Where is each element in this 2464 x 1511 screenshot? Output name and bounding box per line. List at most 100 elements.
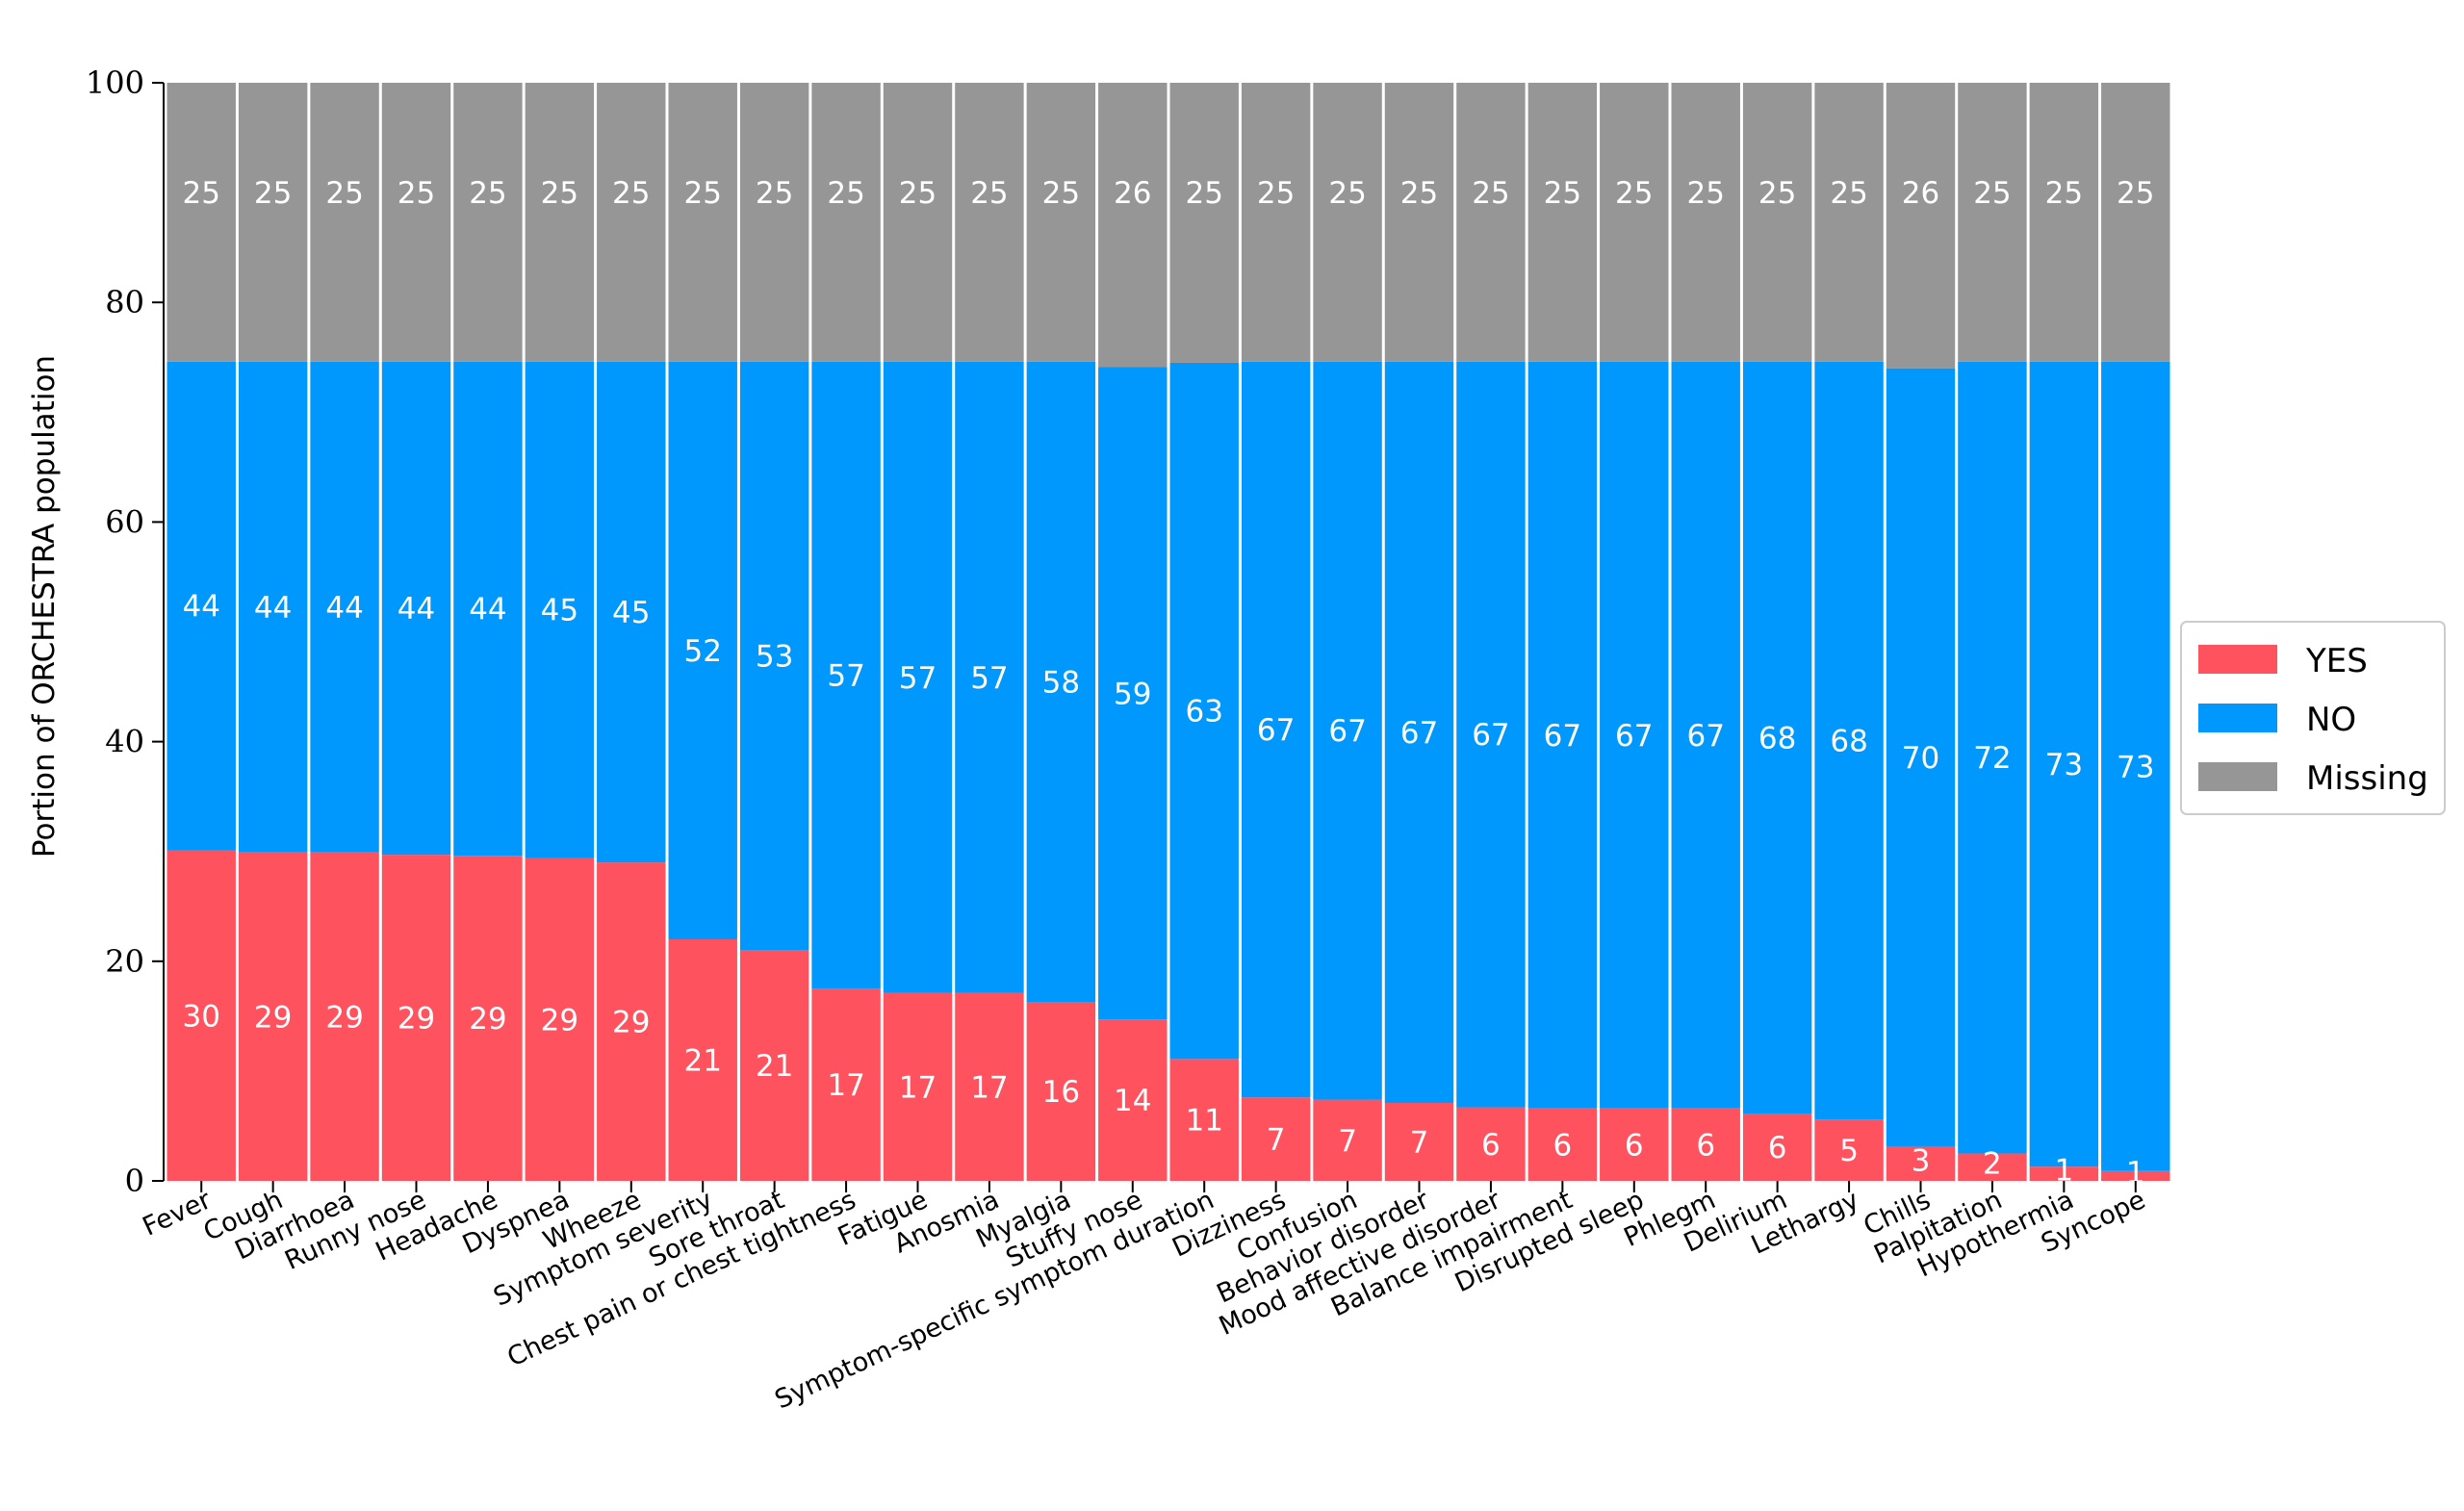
bar-missing-5 bbox=[525, 83, 595, 362]
bar-no-5 bbox=[525, 361, 595, 858]
data-label-yes-0: 30 bbox=[182, 999, 219, 1034]
data-label-yes-11: 17 bbox=[970, 1070, 1008, 1105]
bar-yes-5 bbox=[525, 858, 595, 1181]
bar-no-7 bbox=[668, 361, 737, 939]
bar-no-3 bbox=[381, 361, 451, 856]
legend-swatch-no bbox=[2198, 704, 2277, 732]
bar-no-9 bbox=[811, 361, 881, 989]
bar-yes-19 bbox=[1527, 1108, 1598, 1181]
bar-yes-0 bbox=[167, 850, 236, 1181]
bar-no-22 bbox=[1742, 361, 1812, 1114]
data-label-missing-21: 25 bbox=[1686, 176, 1724, 211]
data-label-no-15: 67 bbox=[1257, 713, 1295, 748]
data-label-yes-17: 7 bbox=[1410, 1125, 1429, 1160]
data-label-yes-12: 16 bbox=[1042, 1075, 1080, 1110]
bar-yes-11 bbox=[955, 992, 1024, 1181]
y-tick-label-20: 20 bbox=[105, 943, 144, 980]
data-label-yes-26: 1 bbox=[2054, 1154, 2073, 1189]
data-label-missing-7: 25 bbox=[683, 176, 721, 211]
data-label-missing-27: 25 bbox=[2117, 176, 2154, 211]
bar-missing-9 bbox=[811, 83, 881, 362]
data-label-no-24: 70 bbox=[1902, 741, 1939, 776]
data-label-no-23: 68 bbox=[1830, 724, 1867, 758]
data-label-yes-5: 29 bbox=[541, 1003, 578, 1037]
data-label-no-21: 67 bbox=[1686, 719, 1724, 754]
data-label-yes-16: 7 bbox=[1338, 1124, 1357, 1159]
bar-no-14 bbox=[1169, 362, 1239, 1060]
data-label-missing-12: 25 bbox=[1042, 176, 1080, 211]
data-label-yes-25: 2 bbox=[1983, 1147, 2002, 1182]
data-label-no-4: 44 bbox=[469, 593, 506, 627]
bar-no-4 bbox=[453, 361, 523, 857]
legend-swatch-missing bbox=[2198, 762, 2277, 791]
bar-yes-25 bbox=[1958, 1153, 2027, 1181]
bar-no-19 bbox=[1527, 361, 1598, 1109]
data-label-missing-9: 25 bbox=[827, 176, 864, 211]
bar-missing-27 bbox=[2101, 83, 2170, 362]
bar-yes-7 bbox=[668, 938, 737, 1181]
bar-yes-26 bbox=[2029, 1166, 2099, 1181]
bar-missing-17 bbox=[1384, 83, 1454, 362]
bar-no-18 bbox=[1456, 361, 1526, 1108]
bar-yes-13 bbox=[1098, 1019, 1168, 1181]
bar-missing-21 bbox=[1671, 83, 1740, 362]
bar-missing-14 bbox=[1169, 83, 1239, 363]
data-label-no-27: 73 bbox=[2117, 750, 2154, 784]
data-label-yes-8: 21 bbox=[756, 1049, 793, 1084]
data-label-missing-8: 25 bbox=[756, 176, 793, 211]
data-label-yes-10: 17 bbox=[899, 1070, 937, 1105]
bar-yes-24 bbox=[1886, 1146, 1956, 1181]
data-label-yes-14: 11 bbox=[1185, 1104, 1222, 1139]
data-label-missing-26: 25 bbox=[2045, 176, 2083, 211]
bar-missing-0 bbox=[167, 83, 236, 362]
data-label-yes-13: 14 bbox=[1114, 1084, 1151, 1118]
data-label-no-8: 53 bbox=[756, 640, 793, 675]
data-label-no-17: 67 bbox=[1400, 716, 1438, 751]
data-label-yes-19: 6 bbox=[1553, 1128, 1572, 1163]
bar-missing-15 bbox=[1241, 83, 1311, 362]
bar-missing-7 bbox=[668, 83, 737, 362]
data-label-yes-15: 7 bbox=[1267, 1123, 1286, 1158]
bar-missing-25 bbox=[1958, 83, 2027, 362]
data-label-yes-22: 6 bbox=[1768, 1131, 1787, 1165]
data-label-yes-7: 21 bbox=[683, 1043, 721, 1078]
data-label-yes-4: 29 bbox=[469, 1002, 506, 1037]
bar-missing-18 bbox=[1456, 83, 1526, 362]
data-label-missing-11: 25 bbox=[970, 176, 1008, 211]
legend-label-no: NO bbox=[2306, 701, 2356, 739]
data-label-no-20: 67 bbox=[1615, 719, 1653, 754]
bar-no-21 bbox=[1671, 361, 1740, 1109]
bar-no-26 bbox=[2029, 361, 2099, 1167]
data-label-no-19: 67 bbox=[1544, 719, 1581, 754]
data-label-no-3: 44 bbox=[398, 592, 435, 627]
data-label-yes-23: 5 bbox=[1839, 1134, 1859, 1168]
bar-yes-1 bbox=[238, 852, 308, 1181]
legend-label-missing: Missing bbox=[2306, 759, 2428, 798]
data-label-yes-24: 3 bbox=[1912, 1143, 1931, 1178]
bar-missing-2 bbox=[310, 83, 379, 362]
data-label-yes-27: 1 bbox=[2126, 1156, 2145, 1191]
bar-yes-18 bbox=[1456, 1107, 1526, 1181]
data-label-no-16: 67 bbox=[1328, 714, 1366, 749]
bars-group bbox=[167, 83, 2170, 1181]
data-label-yes-18: 6 bbox=[1481, 1128, 1501, 1163]
data-label-no-0: 44 bbox=[182, 590, 219, 625]
data-label-missing-13: 26 bbox=[1114, 176, 1151, 211]
bar-yes-14 bbox=[1169, 1059, 1239, 1181]
bar-no-10 bbox=[883, 361, 953, 993]
data-label-missing-3: 25 bbox=[398, 176, 435, 211]
bar-missing-22 bbox=[1742, 83, 1812, 362]
bar-no-17 bbox=[1384, 361, 1454, 1103]
data-label-missing-18: 25 bbox=[1472, 176, 1509, 211]
legend-label-yes: YES bbox=[2305, 642, 2368, 680]
data-label-yes-6: 29 bbox=[612, 1006, 650, 1040]
data-label-no-25: 72 bbox=[1973, 741, 2011, 776]
bar-missing-26 bbox=[2029, 83, 2099, 362]
bar-yes-8 bbox=[739, 950, 809, 1181]
bar-yes-15 bbox=[1241, 1097, 1311, 1181]
data-label-missing-10: 25 bbox=[899, 176, 937, 211]
bar-missing-20 bbox=[1600, 83, 1669, 362]
data-label-no-6: 45 bbox=[612, 596, 650, 630]
